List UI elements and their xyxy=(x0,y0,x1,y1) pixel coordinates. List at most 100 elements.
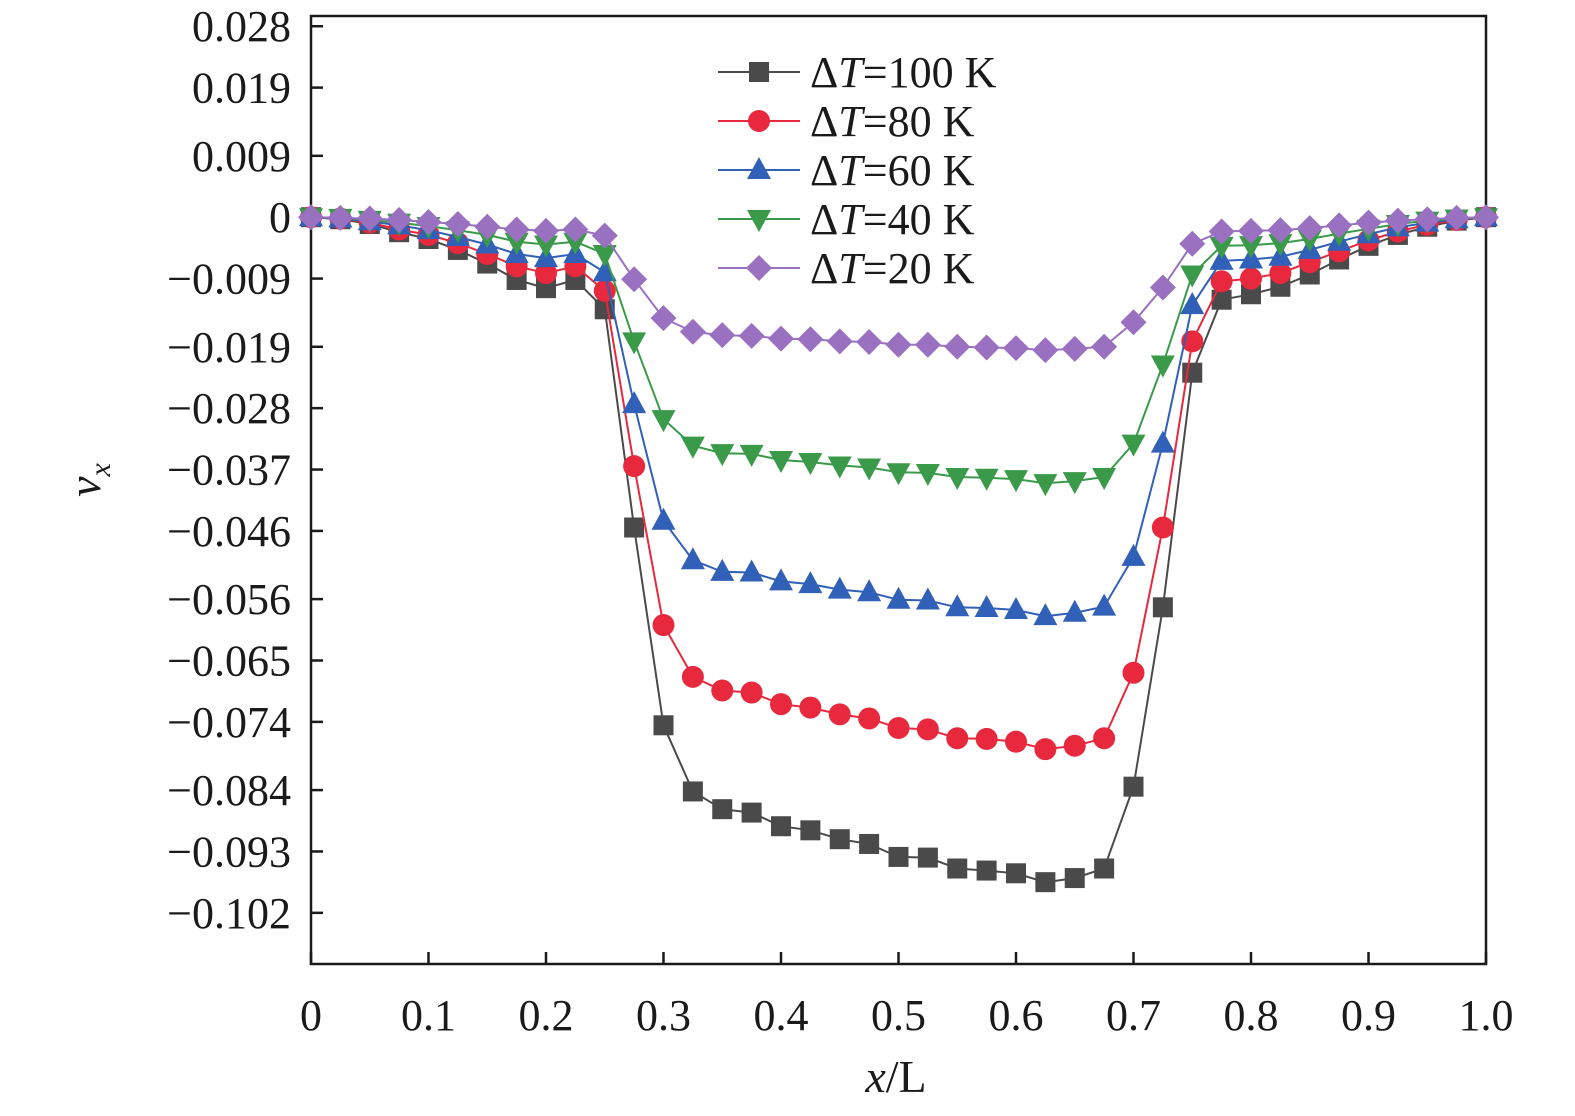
y-axis-title: vx xyxy=(59,462,117,496)
data-point xyxy=(974,468,999,491)
data-point xyxy=(1062,472,1087,495)
data-point xyxy=(709,322,736,349)
data-point xyxy=(1149,274,1176,301)
data-point xyxy=(1035,872,1056,893)
data-point xyxy=(946,727,969,750)
data-point xyxy=(1208,218,1235,245)
data-point xyxy=(856,329,883,356)
legend-label: ΔT=80 K xyxy=(810,97,975,146)
x-tick-label: 0 xyxy=(300,991,322,1040)
data-point xyxy=(1033,603,1058,626)
data-point xyxy=(386,206,413,233)
y-tick-label: 0.028 xyxy=(192,2,291,51)
legend-marker xyxy=(746,255,772,281)
data-point xyxy=(327,204,354,231)
data-point xyxy=(1296,215,1323,242)
data-point xyxy=(1092,468,1117,491)
y-tick-label: −0.093 xyxy=(167,827,291,876)
y-tick-label: −0.056 xyxy=(167,575,291,624)
data-point xyxy=(797,326,824,353)
y-tick-label: −0.065 xyxy=(167,637,291,686)
data-point xyxy=(857,579,882,602)
data-point xyxy=(1211,289,1232,310)
data-point xyxy=(504,232,529,255)
y-axis: 0.028 0.019 0.009 0 −0.009 −0.019 −0.028 −0.037… xyxy=(167,2,323,938)
data-point xyxy=(653,715,674,736)
legend: ΔT=100 KΔT=80 KΔT=60 KΔT=40 KΔT=20 K xyxy=(718,48,997,293)
data-point xyxy=(1239,236,1263,259)
data-point xyxy=(798,453,823,476)
data-point xyxy=(1414,206,1441,233)
data-point xyxy=(503,216,530,243)
data-point xyxy=(915,587,940,610)
data-point xyxy=(682,781,703,802)
x-tick-label: 0.2 xyxy=(519,991,574,1040)
data-point xyxy=(1150,430,1175,453)
data-point xyxy=(1120,309,1147,336)
data-point xyxy=(1032,337,1059,364)
legend-marker xyxy=(747,210,771,232)
data-point xyxy=(916,718,939,741)
y-tick-label: −0.009 xyxy=(167,255,291,304)
legend-entry: ΔT=80 K xyxy=(718,97,975,146)
data-point xyxy=(769,568,793,591)
data-point xyxy=(1180,265,1205,288)
data-point xyxy=(914,331,941,358)
data-point xyxy=(886,586,911,609)
data-point xyxy=(829,829,850,850)
data-point xyxy=(680,436,705,459)
data-point xyxy=(1210,270,1233,293)
legend-entry: ΔT=100 K xyxy=(718,48,997,97)
data-point xyxy=(680,547,705,570)
data-point xyxy=(738,322,765,349)
data-point xyxy=(887,717,910,740)
data-point xyxy=(1269,262,1292,285)
data-point xyxy=(621,266,648,293)
x-tick-label: 0.5 xyxy=(871,991,926,1040)
series-2 xyxy=(300,206,1497,761)
data-point xyxy=(827,576,852,599)
data-point xyxy=(1063,734,1086,757)
data-point xyxy=(592,245,617,268)
data-point xyxy=(740,681,763,704)
y-tick-label: −0.046 xyxy=(167,507,291,556)
data-point xyxy=(857,458,882,481)
data-point xyxy=(799,696,822,719)
data-point xyxy=(652,614,675,637)
data-point xyxy=(1004,597,1028,620)
data-point xyxy=(770,693,792,716)
series-5 xyxy=(298,204,1499,364)
data-point xyxy=(474,213,501,240)
y-tick-label: −0.074 xyxy=(167,698,291,747)
data-point xyxy=(1267,217,1294,244)
data-point xyxy=(1179,230,1206,257)
data-point xyxy=(1123,776,1144,797)
data-point xyxy=(886,463,911,486)
data-point xyxy=(947,858,968,879)
y-tick-label: −0.037 xyxy=(167,446,291,495)
data-point xyxy=(974,594,999,617)
data-point xyxy=(562,216,589,243)
data-point xyxy=(976,860,997,881)
series-1 xyxy=(301,207,1496,893)
y-tick-label: −0.028 xyxy=(167,384,291,433)
data-point xyxy=(592,259,617,282)
data-point xyxy=(623,455,646,478)
data-point xyxy=(651,507,676,530)
x-tick-label: 1.0 xyxy=(1459,991,1514,1040)
data-point xyxy=(1094,858,1115,879)
data-point xyxy=(945,468,970,491)
data-point xyxy=(915,463,940,486)
series-layer xyxy=(298,204,1499,893)
data-point xyxy=(710,558,735,581)
x-tick-label: 0.4 xyxy=(754,991,809,1040)
data-point xyxy=(651,410,676,433)
data-point xyxy=(536,278,556,299)
data-point xyxy=(1061,335,1088,362)
data-point xyxy=(973,334,1000,361)
data-point xyxy=(356,205,383,232)
data-point xyxy=(1180,292,1205,315)
data-point xyxy=(591,222,618,249)
y-tick-label: −0.019 xyxy=(167,323,291,372)
